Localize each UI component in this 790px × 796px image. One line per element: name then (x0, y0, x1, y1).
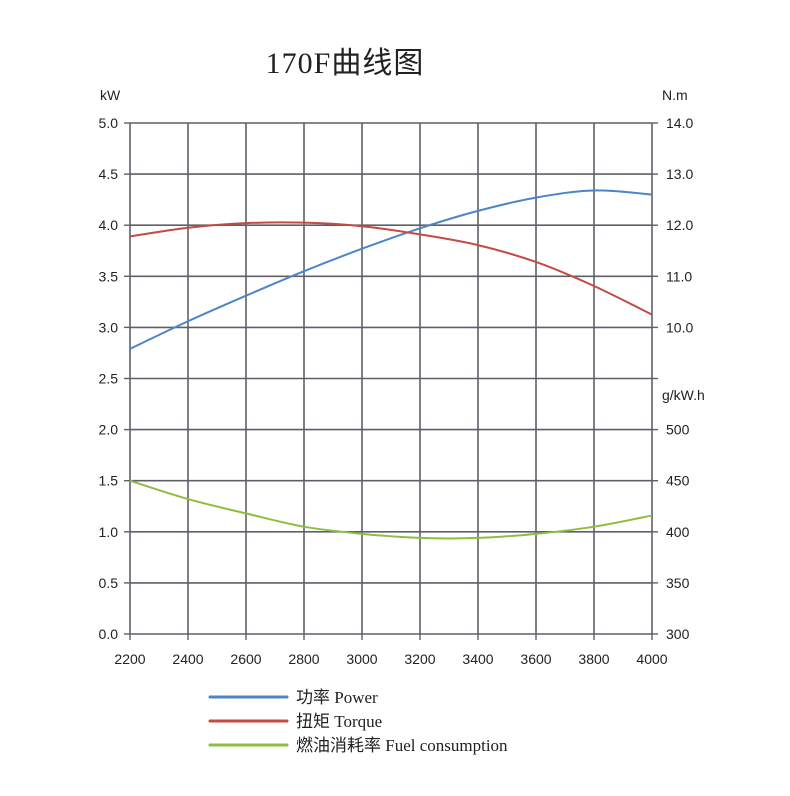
legend-label: 功率 Power (296, 688, 378, 707)
unit-label-fuel: g/kW.h (662, 387, 705, 403)
y-tick-label-fuel: 350 (666, 575, 690, 591)
unit-label-nm: N.m (662, 87, 688, 103)
y-tick-label-left: 1.0 (99, 524, 119, 540)
axis-labels: 2200 2400 2600 2800 3000 3200 3400 3600 3800 4000… (99, 87, 705, 667)
y-tick-label-left: 4.0 (99, 217, 119, 233)
y-tick-label-fuel: 500 (666, 422, 690, 438)
legend-label: 燃油消耗率 Fuel consumption (296, 736, 508, 755)
y-tick-label-left: 0.0 (99, 626, 119, 642)
legend-item-power: 功率 Power (208, 688, 378, 707)
x-tick-label: 4000 (636, 651, 667, 667)
x-tick-label: 2800 (288, 651, 319, 667)
y-tick-label-fuel: 450 (666, 473, 690, 489)
legend-item-fuel: 燃油消耗率 Fuel consumption (208, 736, 508, 755)
y-tick-label-torque: 13.0 (666, 166, 693, 182)
legend-label: 扭矩 Torque (296, 712, 382, 731)
x-tick-label: 3400 (462, 651, 493, 667)
x-tick-label: 3000 (346, 651, 377, 667)
y-tick-label-torque: 10.0 (666, 319, 693, 335)
y-tick-label-fuel: 400 (666, 524, 690, 540)
torque-line (129, 221, 653, 316)
x-tick-label: 3800 (578, 651, 609, 667)
y-tick-label-left: 0.5 (99, 575, 119, 591)
unit-label-kw: kW (100, 87, 121, 103)
power-line (129, 189, 653, 350)
y-tick-label-torque: 12.0 (666, 217, 693, 233)
y-tick-label-torque: 11.0 (666, 268, 692, 284)
grid-lines (124, 122, 658, 640)
series-lines (129, 189, 653, 540)
fuel-consumption-line (129, 479, 653, 540)
x-tick-label: 3600 (520, 651, 551, 667)
x-tick-label: 2600 (230, 651, 261, 667)
y-tick-label-torque: 14.0 (666, 115, 693, 131)
x-tick-label: 2400 (172, 651, 203, 667)
legend-item-torque: 扭矩 Torque (208, 712, 382, 731)
legend: 功率 Power 扭矩 Torque 燃油消耗率 Fuel consumption (208, 688, 508, 755)
y-tick-label-left: 5.0 (99, 115, 119, 131)
y-tick-label-left: 3.0 (99, 319, 119, 335)
y-tick-label-left: 3.5 (99, 268, 119, 284)
chart-title: 170F曲线图 (265, 47, 425, 80)
y-tick-label-left: 1.5 (99, 473, 119, 489)
x-tick-label: 3200 (404, 651, 435, 667)
x-tick-label: 2200 (114, 651, 145, 667)
y-tick-label-left: 2.0 (99, 422, 119, 438)
y-tick-label-left: 2.5 (99, 371, 119, 387)
y-tick-label-left: 4.5 (99, 166, 119, 182)
y-tick-label-fuel: 300 (666, 626, 690, 642)
